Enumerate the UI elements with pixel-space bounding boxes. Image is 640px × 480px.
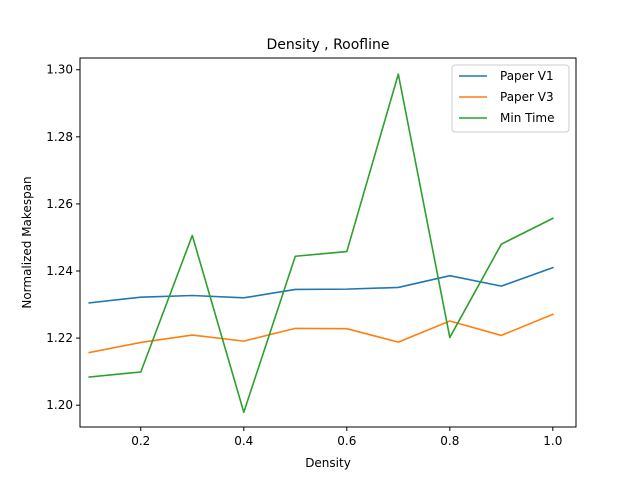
x-tick-label: 0.2 [131, 434, 150, 448]
series-line-3 [88, 73, 554, 414]
x-tick-label: 0.6 [337, 434, 356, 448]
series-line-2 [88, 313, 554, 354]
legend-box [451, 64, 570, 133]
y-tick-label: 1.30 [46, 63, 73, 77]
x-tick-label: 0.4 [234, 434, 253, 448]
legend-label: Paper V1 [500, 69, 554, 83]
x-axis: 0.2 0.4 0.6 0.8 1.0 [131, 427, 562, 448]
legend-label: Min Time [500, 111, 554, 125]
y-tick-label: 1.28 [46, 130, 73, 144]
legend-label: Paper V3 [500, 90, 554, 104]
series-layer [88, 73, 554, 414]
y-tick-label: 1.22 [46, 331, 73, 345]
x-tick-label: 0.8 [440, 434, 459, 448]
legend: Paper V1 Paper V3 Min Time [451, 64, 570, 133]
chart-title: Density , Roofline [267, 37, 390, 53]
x-axis-label: Density [305, 456, 351, 470]
y-tick-label: 1.26 [46, 197, 73, 211]
y-tick-label: 1.20 [46, 398, 73, 412]
series-line-1 [88, 266, 554, 304]
y-axis: 1.20 1.22 1.24 1.26 1.28 1.30 [46, 63, 80, 412]
y-tick-label: 1.24 [46, 264, 73, 278]
y-axis-label: Normalized Makespan [20, 176, 34, 308]
x-tick-label: 1.0 [543, 434, 562, 448]
plot-frame [79, 57, 577, 428]
